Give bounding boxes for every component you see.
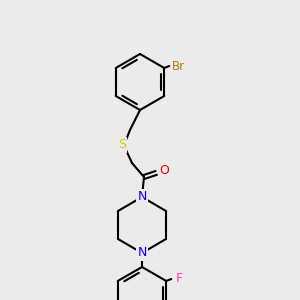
Text: F: F	[176, 272, 183, 286]
Text: S: S	[118, 139, 126, 152]
Text: O: O	[159, 164, 169, 176]
Text: N: N	[137, 190, 147, 203]
Text: Br: Br	[172, 59, 185, 73]
Text: N: N	[137, 247, 147, 260]
